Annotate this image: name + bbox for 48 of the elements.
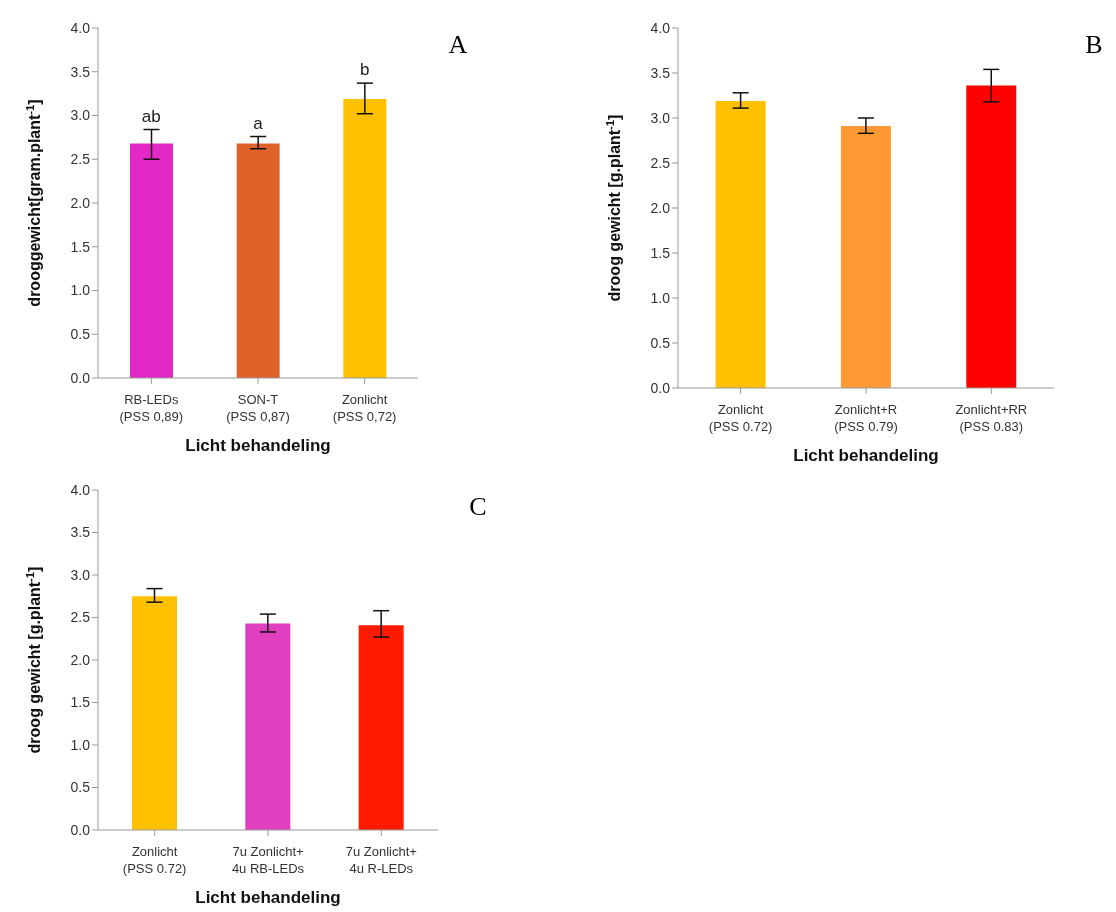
x-tick-label: Zonlicht (PSS 0,72)	[332, 392, 397, 424]
x-tick-label: 7u Zonlicht+ 4u RB-LEDs	[231, 844, 305, 876]
x-tick-label: Zonlicht+RR (PSS 0.83)	[955, 402, 1028, 434]
x-tick-label: Zonlicht+R (PSS 0.79)	[834, 402, 898, 434]
text: C	[469, 492, 487, 521]
annotation: a	[253, 113, 264, 133]
text: A	[448, 30, 468, 59]
y-tick-label: 2.0	[70, 194, 91, 211]
bar	[132, 596, 177, 830]
x-axis-title: Licht behandeling	[185, 436, 331, 455]
y-tick-label: 3.5	[70, 524, 91, 541]
x-tick-label: Zonlicht (PSS 0.72)	[122, 844, 187, 876]
y-tick-label: 1.0	[70, 736, 91, 753]
y-tick-label: 0.0	[70, 369, 91, 386]
annotation: ab	[141, 106, 161, 126]
y-tick-label: 4.0	[650, 19, 671, 36]
y-tick-label: 1.5	[650, 244, 671, 261]
bar	[245, 623, 291, 830]
x-tick-label: SON-T (PSS 0,87)	[226, 392, 290, 424]
y-tick-label: 0.5	[70, 779, 91, 796]
y-tick-label: 4.0	[70, 19, 91, 36]
y-tick-label: 0.5	[650, 334, 671, 351]
bar	[358, 625, 404, 830]
x-axis-title: Licht behandeling	[793, 446, 939, 465]
text: B	[1085, 30, 1103, 59]
x-tick-label: 7u Zonlicht+ 4u R-LEDs	[345, 844, 417, 876]
y-tick-label: 3.5	[650, 64, 671, 81]
y-tick-label: 3.0	[650, 109, 671, 126]
y-tick-label: 0.0	[70, 821, 91, 838]
y-tick-label: 0.5	[70, 326, 91, 343]
y-tick-label: 2.5	[70, 151, 91, 168]
y-tick-label: 2.5	[70, 609, 91, 626]
y-tick-label: 1.5	[70, 694, 91, 711]
y-tick-label: 2.0	[70, 651, 91, 668]
y-tick-label: 1.5	[70, 238, 91, 255]
x-tick-label: RB-LEDs (PSS 0,89)	[119, 392, 184, 424]
y-tick-label: 2.0	[650, 199, 671, 216]
y-tick-label: 2.5	[650, 154, 671, 171]
y-tick-label: 4.0	[70, 481, 91, 498]
y-tick-label: 3.5	[70, 63, 91, 80]
y-tick-label: 1.0	[70, 282, 91, 299]
x-axis-title: Licht behandeling	[195, 888, 341, 907]
y-tick-label: 3.0	[70, 566, 91, 583]
annotation: b	[359, 60, 370, 80]
y-tick-label: 3.0	[70, 107, 91, 124]
x-tick-label: Zonlicht (PSS 0.72)	[708, 402, 773, 434]
y-tick-label: 0.0	[650, 379, 671, 396]
y-tick-label: 1.0	[650, 289, 671, 306]
